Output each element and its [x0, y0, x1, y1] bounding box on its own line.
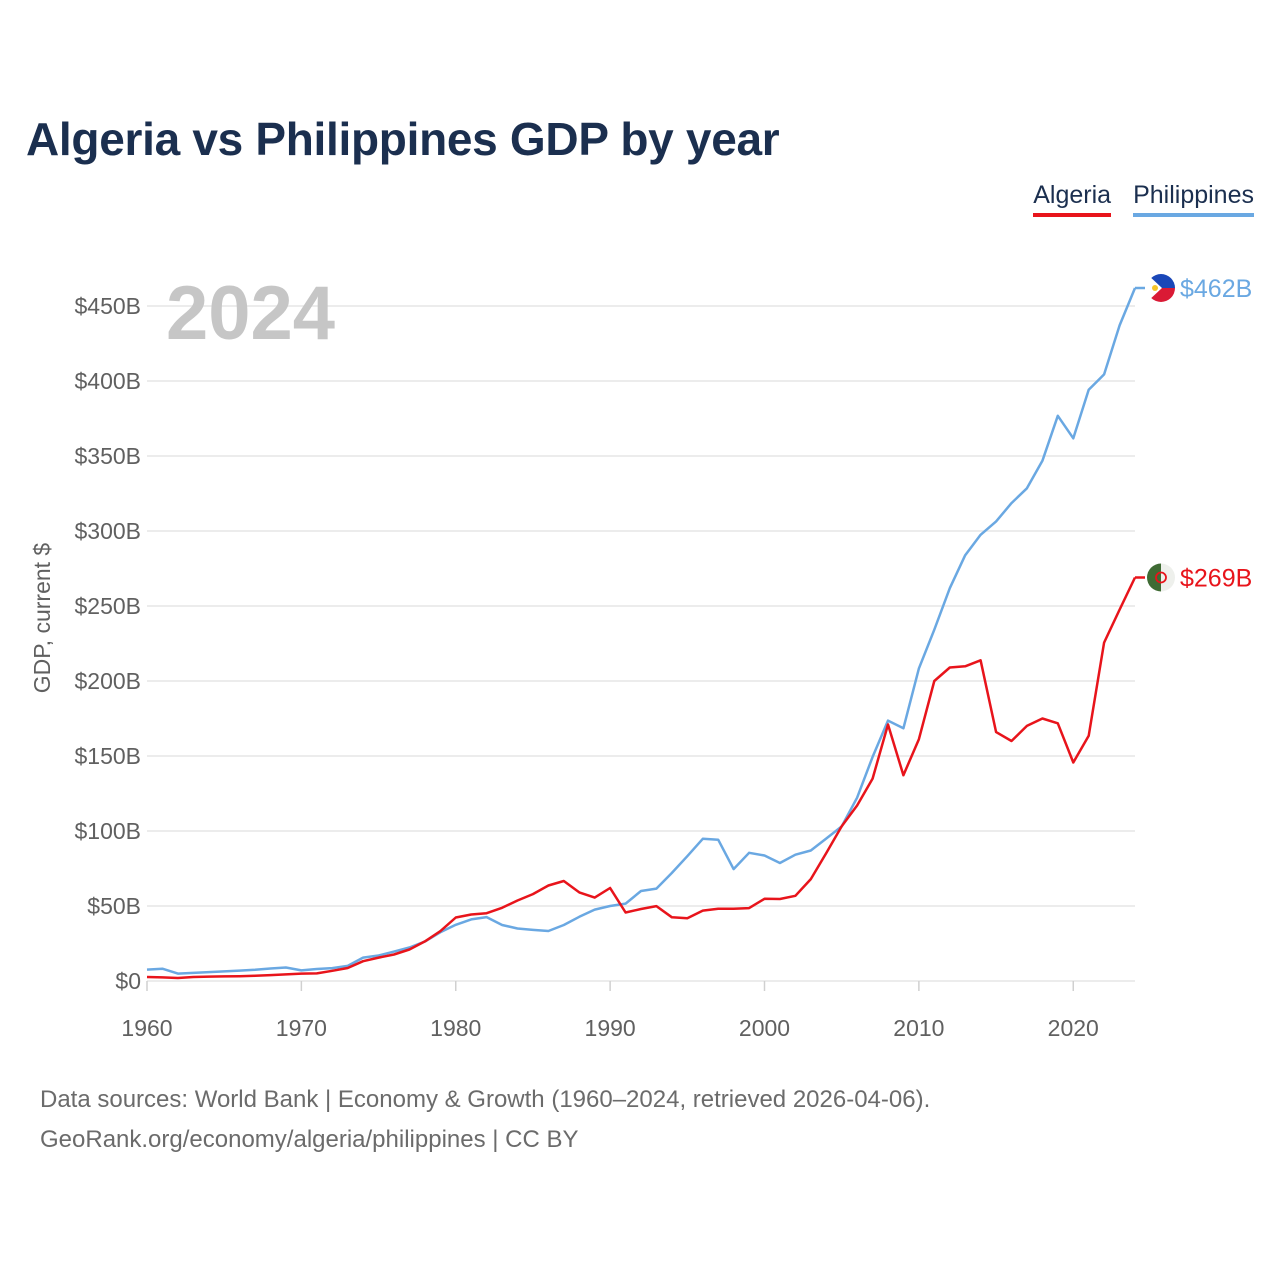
y-tick-label: $0 — [115, 968, 141, 994]
y-tick-label: $100B — [74, 818, 141, 844]
current-year-label: 2024 — [166, 271, 335, 356]
y-tick-label: $300B — [74, 518, 141, 544]
footer: Data sources: World Bank | Economy & Gro… — [40, 1080, 930, 1160]
legend-item-philippines[interactable]: Philippines — [1133, 180, 1254, 217]
chart-title: Algeria vs Philippines GDP by year — [26, 113, 780, 165]
gdp-line-chart: $0 $50B $100B $150B $200B $250B $300B $350B $400… — [29, 271, 1252, 1041]
x-tick-label: 2020 — [1048, 1015, 1099, 1041]
x-tick-label: 1990 — [585, 1015, 636, 1041]
y-tick-label: $400B — [74, 368, 141, 394]
flag-algeria-icon — [1147, 563, 1175, 592]
y-tick-label: $450B — [74, 293, 141, 319]
legend: Algeria Philippines — [1033, 180, 1254, 217]
end-value-label-philippines: $462B — [1180, 275, 1252, 303]
y-tick-label: $150B — [74, 743, 141, 769]
y-tick-label: $250B — [74, 593, 141, 619]
y-tick-label: $50B — [87, 893, 141, 919]
flag-philippines-icon — [1147, 274, 1175, 302]
y-tick-label: $350B — [74, 443, 141, 469]
series-line-philippines — [146, 287, 1137, 975]
x-tick-label: 1960 — [121, 1015, 172, 1041]
x-tick-label: 1980 — [430, 1015, 481, 1041]
series-line-algeria — [146, 576, 1137, 980]
legend-item-algeria[interactable]: Algeria — [1033, 180, 1112, 217]
x-tick-label: 2010 — [893, 1015, 944, 1041]
grid-lines — [147, 305, 1135, 982]
source-note: Data sources: World Bank | Economy & Gro… — [40, 1086, 931, 1113]
y-axis-label: GDP, current $ — [29, 543, 55, 694]
end-markers: $462B $269B — [1135, 274, 1252, 593]
source-link[interactable]: GeoRank.org/economy/algeria/philippines … — [40, 1126, 579, 1153]
x-axis-ticks: 1960 1970 1980 1990 2000 2010 2020 — [121, 981, 1099, 1041]
x-tick-label: 1970 — [276, 1015, 327, 1041]
y-axis-ticks: $0 $50B $100B $150B $200B $250B $300B $350B $400… — [74, 293, 141, 994]
series-lines — [146, 287, 1137, 980]
end-value-label-algeria: $269B — [1180, 565, 1252, 593]
x-tick-label: 2000 — [739, 1015, 790, 1041]
y-tick-label: $200B — [74, 668, 141, 694]
